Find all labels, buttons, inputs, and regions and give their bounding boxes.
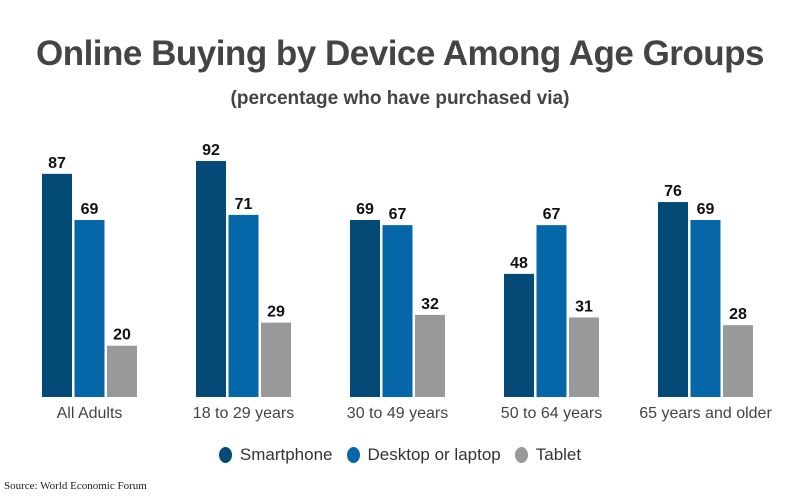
- legend-item-desktop: Desktop or laptop: [346, 445, 501, 465]
- data-label: 87: [48, 155, 66, 172]
- x-tick-label: 65 years and older: [639, 405, 772, 422]
- x-tick-label: 50 to 64 years: [501, 405, 602, 422]
- data-label: 29: [267, 304, 285, 321]
- bar-smartphone-0: [42, 173, 72, 397]
- data-label: 48: [510, 255, 528, 272]
- chart-title: Online Buying by Device Among Age Groups: [35, 34, 765, 73]
- data-label: 20: [113, 327, 131, 344]
- data-label: 69: [81, 201, 99, 218]
- x-tick-label: 18 to 29 years: [193, 405, 294, 422]
- bar-chart: 87 69 20 All Adults 92 71 29 18 to 29 years 69 67…: [42, 142, 772, 422]
- legend-swatch-desktop: [346, 447, 360, 463]
- bar-desktop-or-laptop-2: [382, 225, 413, 397]
- data-label: 92: [202, 142, 220, 159]
- bar-smartphone-4: [658, 202, 688, 397]
- x-tick-label: All Adults: [57, 405, 123, 422]
- bar-desktop-or-laptop-1: [228, 214, 259, 397]
- data-label: 67: [543, 206, 561, 223]
- data-label: 71: [235, 196, 253, 213]
- bar-smartphone-3: [504, 273, 534, 397]
- data-label: 69: [697, 201, 715, 218]
- bar-desktop-or-laptop-0: [74, 220, 105, 397]
- bar-tablet-0: [107, 345, 137, 397]
- bar-smartphone-2: [350, 220, 380, 397]
- data-label: 31: [575, 298, 593, 315]
- bar-tablet-4: [723, 325, 753, 397]
- bar-desktop-or-laptop-3: [536, 225, 567, 397]
- data-label: 76: [664, 183, 682, 200]
- bar-smartphone-1: [196, 161, 226, 397]
- data-label: 67: [389, 206, 407, 223]
- legend-item-tablet: Tablet: [514, 445, 582, 465]
- legend-swatch-tablet: [514, 447, 528, 463]
- bar-tablet-2: [415, 314, 445, 397]
- legend-item-smartphone: Smartphone: [218, 445, 333, 465]
- data-label: 69: [356, 201, 374, 218]
- bar-desktop-or-laptop-4: [690, 220, 721, 397]
- source-note: Source: World Economic Forum: [4, 480, 147, 492]
- data-label: 32: [421, 296, 439, 313]
- legend: Smartphone Desktop or laptop Tablet: [0, 445, 800, 465]
- bar-tablet-3: [569, 317, 599, 397]
- x-tick-label: 30 to 49 years: [347, 405, 448, 422]
- data-label: 28: [729, 306, 747, 323]
- bar-tablet-1: [261, 322, 291, 397]
- legend-label: Tablet: [535, 445, 582, 464]
- legend-swatch-smartphone: [218, 447, 232, 463]
- chart-subtitle: (percentage who have purchased via): [230, 88, 570, 109]
- legend-label: Desktop or laptop: [367, 445, 501, 464]
- legend-label: Smartphone: [239, 445, 333, 464]
